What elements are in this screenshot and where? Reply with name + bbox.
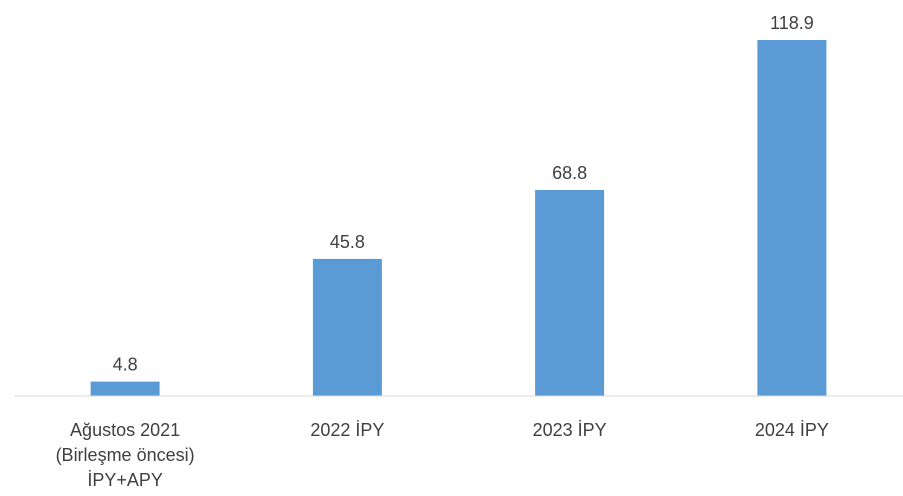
category-label-line: Ağustos 2021 — [70, 420, 180, 440]
value-label-2: 68.8 — [552, 163, 587, 183]
category-label-line: 2024 İPY — [755, 420, 829, 440]
category-label-line: 2023 İPY — [533, 420, 607, 440]
value-label-1: 45.8 — [330, 232, 365, 252]
bar-1 — [312, 258, 382, 396]
bar-2 — [535, 190, 605, 396]
category-label-3: 2024 İPY — [755, 420, 829, 440]
category-label-line: İPY+APY — [87, 470, 163, 490]
value-label-0: 4.8 — [113, 355, 138, 375]
category-label-0: Ağustos 2021 (Birleşme öncesi) İPY+APY — [56, 420, 195, 490]
category-label-2: 2023 İPY — [533, 420, 607, 440]
category-label-line: 2022 İPY — [310, 420, 384, 440]
bar-0 — [90, 381, 160, 396]
bar-3 — [757, 40, 827, 396]
category-label-1: 2022 İPY — [310, 420, 384, 440]
category-label-line: (Birleşme öncesi) — [56, 445, 195, 465]
category-labels-group: Ağustos 2021 (Birleşme öncesi) İPY+APY 2022… — [56, 420, 829, 490]
value-label-3: 118.9 — [770, 13, 814, 33]
bars-group — [90, 40, 827, 396]
value-labels-group: 4.8 45.8 68.8 118.9 — [113, 13, 814, 375]
